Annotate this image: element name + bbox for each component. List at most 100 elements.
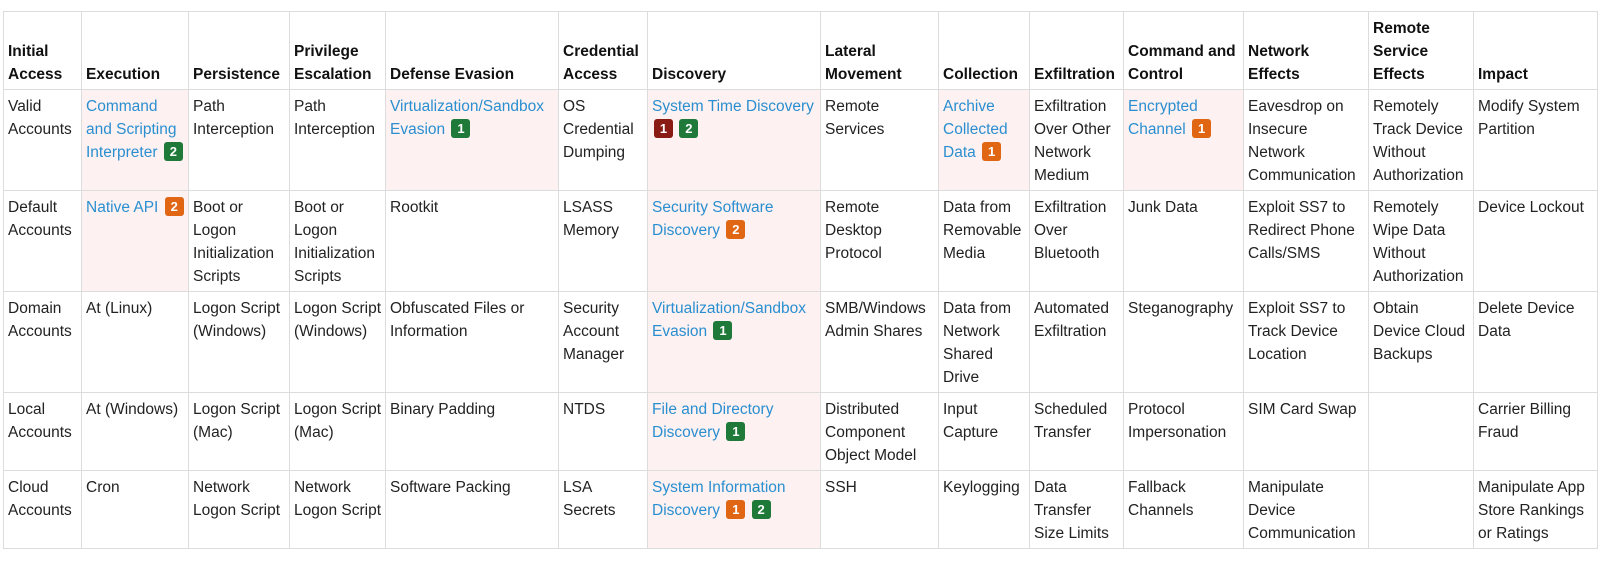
technique-cell: Cloud Accounts xyxy=(3,470,82,549)
technique-label: Keylogging xyxy=(943,479,1020,496)
technique-cell: Data Transfer Size Limits xyxy=(1029,470,1124,549)
table-row: Cloud Accounts Cron Network Logon Script Ne… xyxy=(3,470,1598,549)
technique-label: Protocol Impersonation xyxy=(1128,401,1227,441)
technique-link[interactable]: Encrypted Channel xyxy=(1128,98,1198,138)
technique-cell: Remotely Wipe Data Without Authorization xyxy=(1368,190,1474,292)
count-badge: 1 xyxy=(654,119,673,138)
technique-cell xyxy=(1368,470,1474,549)
matrix-body: Valid Accounts Command and Scripting Inte… xyxy=(3,89,1598,549)
technique-cell: LSA Secrets xyxy=(558,470,648,549)
technique-cell: Logon Script (Mac) xyxy=(289,392,386,471)
technique-cell: Valid Accounts xyxy=(3,89,82,191)
technique-cell: Steganography xyxy=(1123,291,1244,393)
technique-label: Exploit SS7 to Track Device Location xyxy=(1248,300,1346,363)
technique-cell: Eavesdrop on Insecure Network Communicat… xyxy=(1243,89,1369,191)
technique-label: Carrier Billing Fraud xyxy=(1478,401,1572,441)
technique-link[interactable]: Virtualization/Sandbox Evasion xyxy=(390,98,544,138)
technique-cell: Exfiltration Over Other Network Medium xyxy=(1029,89,1124,191)
technique-label: Steganography xyxy=(1128,300,1234,317)
technique-link[interactable]: Virtualization/Sandbox Evasion xyxy=(652,300,806,340)
technique-label: At (Linux) xyxy=(86,300,153,317)
technique-cell: Input Capture xyxy=(938,392,1030,471)
technique-label: Binary Padding xyxy=(390,401,496,418)
technique-label: Modify System Partition xyxy=(1478,98,1580,138)
technique-cell: Path Interception xyxy=(188,89,290,191)
technique-cell: Binary Padding xyxy=(385,392,559,471)
technique-link[interactable]: Archive Collected Data xyxy=(943,98,1008,161)
technique-cell: Remotely Track Device Without Authorizat… xyxy=(1368,89,1474,191)
technique-label: Network Logon Script xyxy=(294,479,382,519)
technique-cell: Local Accounts xyxy=(3,392,82,471)
technique-cell: Virtualization/Sandbox Evasion 1 xyxy=(647,291,821,393)
technique-label: Cloud Accounts xyxy=(8,479,72,519)
column-header-lateral-movement: Lateral Movement xyxy=(820,11,939,90)
technique-label: Device Lockout xyxy=(1478,199,1584,216)
technique-cell: Distributed Component Object Model xyxy=(820,392,939,471)
technique-label: Cron xyxy=(86,479,120,496)
technique-cell: Modify System Partition xyxy=(1473,89,1598,191)
technique-cell: Logon Script (Mac) xyxy=(188,392,290,471)
technique-link[interactable]: Native API xyxy=(86,199,159,216)
technique-cell: Manipulate App Store Rankings or Ratings xyxy=(1473,470,1598,549)
count-badge: 1 xyxy=(1192,119,1212,138)
technique-cell: Data from Removable Media xyxy=(938,190,1030,292)
technique-cell: System Information Discovery 1 2 xyxy=(647,470,821,549)
technique-link[interactable]: File and Directory Discovery xyxy=(652,401,774,441)
technique-label: Logon Script (Mac) xyxy=(193,401,281,441)
column-header-exfiltration: Exfiltration xyxy=(1029,11,1124,90)
count-badge: 1 xyxy=(451,119,471,138)
technique-label: Automated Exfiltration xyxy=(1034,300,1109,340)
technique-cell: Remote Desktop Protocol xyxy=(820,190,939,292)
technique-cell: Carrier Billing Fraud xyxy=(1473,392,1598,471)
technique-label: Obfuscated Files or Information xyxy=(390,300,525,340)
technique-cell: Virtualization/Sandbox Evasion 1 xyxy=(385,89,559,191)
technique-link[interactable]: Security Software Discovery xyxy=(652,199,774,239)
technique-label: LSA Secrets xyxy=(563,479,616,519)
technique-label: Eavesdrop on Insecure Network Communicat… xyxy=(1248,98,1356,184)
technique-cell: Manipulate Device Communication xyxy=(1243,470,1369,549)
technique-cell: Network Logon Script xyxy=(289,470,386,549)
technique-cell: At (Windows) xyxy=(81,392,189,471)
technique-cell: File and Directory Discovery 1 xyxy=(647,392,821,471)
technique-cell: SMB/Windows Admin Shares xyxy=(820,291,939,393)
technique-label: Boot or Logon Initialization Scripts xyxy=(294,199,375,285)
count-badge: 2 xyxy=(751,500,771,519)
technique-label: Obtain Device Cloud Backups xyxy=(1373,300,1466,363)
table-row: Domain Accounts At (Linux) Logon Script (W… xyxy=(3,291,1598,393)
attack-matrix-container: Initial Access Execution Persistence Privil… xyxy=(3,11,1598,549)
technique-label: Exploit SS7 to Redirect Phone Calls/SMS xyxy=(1248,199,1355,262)
technique-cell: Automated Exfiltration xyxy=(1029,291,1124,393)
column-header-command-and-control: Command and Control xyxy=(1123,11,1244,90)
column-header-initial-access: Initial Access xyxy=(3,11,82,90)
technique-cell: Path Interception xyxy=(289,89,386,191)
technique-label: Data from Removable Media xyxy=(943,199,1022,262)
technique-cell: Exploit SS7 to Redirect Phone Calls/SMS xyxy=(1243,190,1369,292)
technique-cell: Remote Services xyxy=(820,89,939,191)
count-badge: 1 xyxy=(713,321,733,340)
technique-cell: Logon Script (Windows) xyxy=(188,291,290,393)
technique-label: Data from Network Shared Drive xyxy=(943,300,1012,386)
technique-label: Data Transfer Size Limits xyxy=(1034,479,1109,542)
technique-link[interactable]: System Information Discovery xyxy=(652,479,786,519)
technique-cell: SIM Card Swap xyxy=(1243,392,1369,471)
technique-label: OS Credential Dumping xyxy=(563,98,634,161)
technique-label: Logon Script (Windows) xyxy=(193,300,281,340)
count-badge: 2 xyxy=(164,197,184,216)
technique-cell: Security Software Discovery 2 xyxy=(647,190,821,292)
technique-cell: Cron xyxy=(81,470,189,549)
technique-cell: LSASS Memory xyxy=(558,190,648,292)
technique-label: Scheduled Transfer xyxy=(1034,401,1108,441)
table-row: Local Accounts At (Windows) Logon Script (… xyxy=(3,392,1598,471)
technique-label: Logon Script (Windows) xyxy=(294,300,382,340)
technique-cell: Logon Script (Windows) xyxy=(289,291,386,393)
technique-link[interactable]: Command and Scripting Interpreter xyxy=(86,98,177,161)
technique-link[interactable]: System Time Discovery xyxy=(652,98,814,115)
technique-label: Remotely Track Device Without Authorizat… xyxy=(1373,98,1464,184)
technique-cell: Default Accounts xyxy=(3,190,82,292)
technique-label: At (Windows) xyxy=(86,401,179,418)
technique-label: LSASS Memory xyxy=(563,199,619,239)
technique-cell: Device Lockout xyxy=(1473,190,1598,292)
column-header-credential-access: Credential Access xyxy=(558,11,648,90)
technique-label: Default Accounts xyxy=(8,199,72,239)
technique-cell: Domain Accounts xyxy=(3,291,82,393)
